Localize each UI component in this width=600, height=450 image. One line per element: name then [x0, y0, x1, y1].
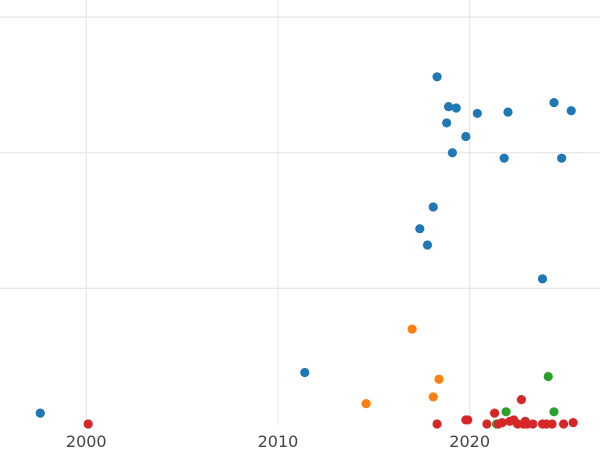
data-point-blue: [537, 274, 548, 284]
data-point-blue: [461, 131, 471, 142]
data-points: [35, 72, 578, 429]
data-point-blue: [549, 97, 559, 108]
data-point-red: [83, 419, 93, 429]
x-axis-ticks: 2000 2010 2020: [66, 432, 490, 450]
x-tick-label: 2020: [449, 432, 490, 450]
data-point-red: [558, 419, 569, 429]
data-point-green: [549, 407, 559, 417]
data-point-blue: [442, 118, 452, 128]
data-point-red: [432, 419, 442, 429]
data-point-blue: [422, 240, 433, 250]
data-point-blue: [300, 367, 310, 378]
x-tick-label: 2000: [66, 432, 107, 450]
data-point-red: [568, 418, 578, 428]
data-point-orange: [361, 399, 371, 409]
data-point-blue: [447, 148, 457, 158]
data-point-blue: [432, 72, 442, 82]
data-point-blue: [472, 108, 482, 119]
data-point-blue: [557, 153, 567, 163]
data-point-red: [482, 419, 492, 429]
data-point-orange: [434, 374, 444, 384]
data-point-blue: [428, 202, 438, 212]
data-point-blue: [503, 107, 513, 117]
data-point-blue: [566, 106, 576, 116]
data-point-blue: [499, 153, 509, 163]
data-point-blue: [443, 102, 454, 112]
data-point-orange: [407, 324, 417, 334]
data-point-orange: [428, 392, 438, 402]
data-point-blue: [415, 224, 425, 234]
data-point-red: [516, 394, 527, 405]
data-point-blue: [451, 103, 461, 113]
grid: [0, 0, 600, 425]
data-point-red: [489, 408, 500, 418]
data-point-red: [497, 418, 507, 428]
data-point-blue: [35, 408, 45, 418]
data-point-red: [528, 419, 538, 429]
data-point-green: [501, 407, 511, 417]
data-point-red: [463, 415, 473, 425]
data-point-red: [547, 419, 557, 429]
x-tick-label: 2010: [258, 432, 299, 450]
data-point-green: [543, 371, 553, 382]
